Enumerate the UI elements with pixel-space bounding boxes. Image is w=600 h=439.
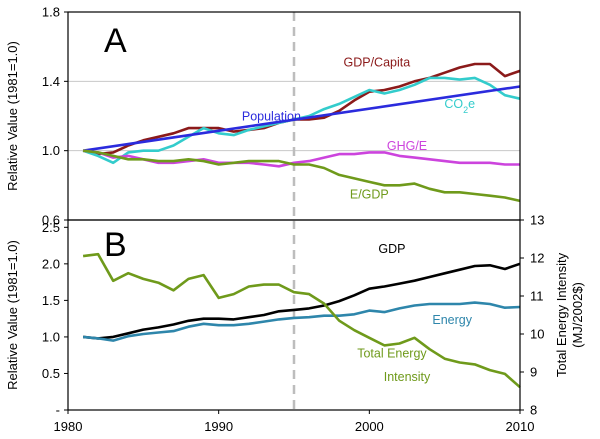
y2-axis-title: Total Energy Intensity(MJ/2002$)	[554, 252, 585, 377]
y2-tick-label: 9	[530, 365, 537, 380]
y-tick-label: -	[56, 403, 60, 418]
panel-b: - 0.5 1.0 1.5 2.0 2.5 8 9 10 11 12 13 1980 1990 2000 20…	[5, 213, 585, 435]
series-label: Population	[242, 109, 301, 123]
y2-tick-label: 10	[530, 327, 544, 342]
y-tick-label: 1.5	[42, 293, 60, 308]
y2-tick-label: 11	[530, 289, 544, 304]
series-line-ghg-e	[82, 149, 520, 168]
series-label: E/GDP	[350, 187, 389, 201]
series-line-gdp	[82, 262, 521, 340]
series-label: Energy	[432, 313, 472, 327]
y-tick-label: 1.8	[42, 5, 60, 20]
series-label: GHG/E	[387, 139, 427, 153]
y2-tick-label: 12	[530, 251, 544, 266]
x-tick-label: 2010	[506, 419, 535, 434]
panel-label-a: A	[104, 22, 127, 60]
series-label: CO2e	[444, 97, 475, 115]
y-tick-label: 1.0	[42, 143, 60, 158]
y-tick-label: 2.5	[42, 220, 60, 235]
panel-a: 0.6 1.0 1.4 1.8 GDP/Capita CO2e Population GHG/…	[5, 5, 521, 228]
series-label: Total Energy	[357, 346, 427, 360]
y-tick-label: 0.5	[42, 366, 60, 381]
x-tick-label: 1980	[54, 419, 83, 434]
y-axis-title: Relative Value (1981=1.0)	[5, 41, 20, 191]
y2-tick-label: 8	[530, 403, 537, 418]
y-tick-label: 2.0	[42, 256, 60, 271]
y-axis-title: Relative Value (1981=1.0)	[5, 240, 20, 390]
plot-frame	[67, 219, 521, 411]
series-label: GDP/Capita	[344, 56, 411, 70]
x-tick-label: 1990	[204, 419, 233, 434]
series-line-energy	[82, 301, 521, 342]
y2-tick-label: 13	[530, 213, 544, 228]
series-label: Intensity	[384, 370, 431, 384]
y-tick-label: 1.0	[42, 329, 60, 344]
y-tick-label: 1.4	[42, 74, 60, 89]
series-line-total-energy-intensity	[82, 252, 521, 389]
series-line-population	[82, 85, 521, 152]
x-tick-label: 2000	[355, 419, 384, 434]
y-tick-label: 0.6	[42, 213, 60, 228]
panel-label-b: B	[104, 226, 127, 264]
series-line-e-gdp	[82, 149, 521, 203]
series-label: GDP	[378, 242, 405, 256]
